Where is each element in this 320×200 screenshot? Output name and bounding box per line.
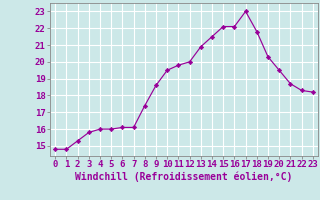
X-axis label: Windchill (Refroidissement éolien,°C): Windchill (Refroidissement éolien,°C) (75, 172, 293, 182)
